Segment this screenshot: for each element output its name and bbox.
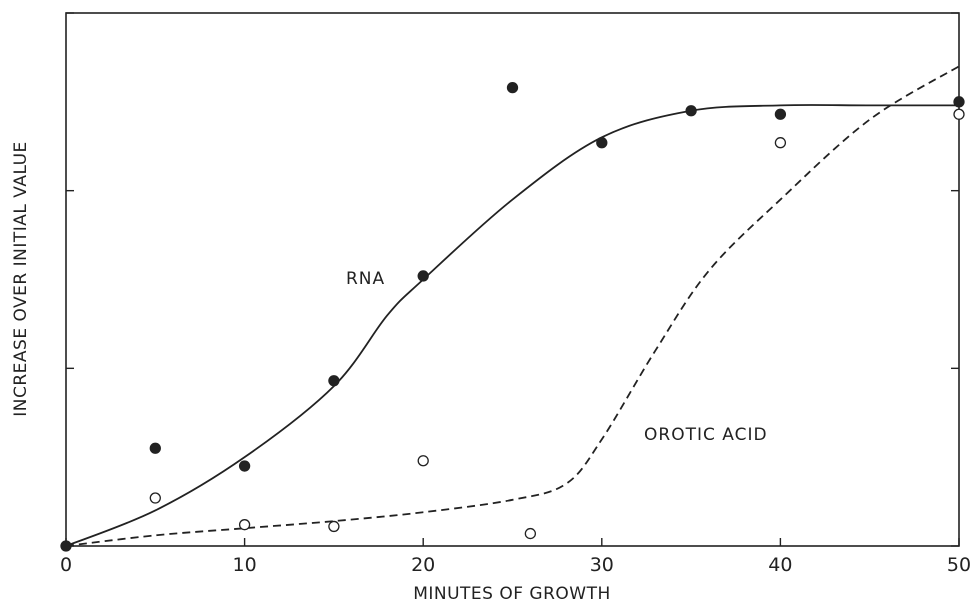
- axis-ticks: [65, 12, 960, 547]
- x-tick-label: 30: [590, 554, 614, 576]
- x-tick-label: 10: [233, 554, 257, 576]
- orotic-acid-point: [238, 519, 251, 531]
- rna-curve: [65, 104, 959, 547]
- rna-point: [685, 105, 697, 117]
- orotic-acid-point: [524, 527, 537, 540]
- x-tick-label: 50: [947, 554, 971, 576]
- orotic-acid-point: [149, 492, 161, 504]
- rna-point: [953, 96, 965, 108]
- rna-point: [328, 375, 340, 387]
- rna-point: [506, 81, 519, 94]
- orotic-acid-point: [774, 137, 787, 149]
- rna-point: [238, 460, 251, 472]
- x-axis-title: MINUTES OF GROWTH: [413, 584, 611, 604]
- orotic-acid-curve: [65, 65, 960, 547]
- x-tick-label: 40: [768, 554, 792, 576]
- axis-tick-labels: 0 10 20 30 40 50: [60, 554, 971, 576]
- series-points: [60, 81, 965, 552]
- orotic-acid-point: [417, 455, 429, 467]
- rna-point: [774, 108, 787, 120]
- rna-point: [596, 137, 608, 149]
- y-axis-title: INCREASE OVER INITIAL VALUE: [11, 141, 31, 417]
- rna-point: [417, 270, 429, 282]
- series-label-rna: RNA: [346, 269, 385, 289]
- series-label-orotic-acid: OROTIC ACID: [644, 425, 768, 445]
- x-tick-label: 0: [60, 554, 72, 576]
- rna-point: [149, 442, 161, 454]
- x-tick-label: 20: [411, 554, 435, 576]
- rna-point: [60, 540, 72, 552]
- orotic-acid-point: [953, 108, 965, 120]
- series-curves: [65, 65, 960, 547]
- plot-frame: [65, 12, 960, 547]
- orotic-acid-point: [328, 520, 340, 533]
